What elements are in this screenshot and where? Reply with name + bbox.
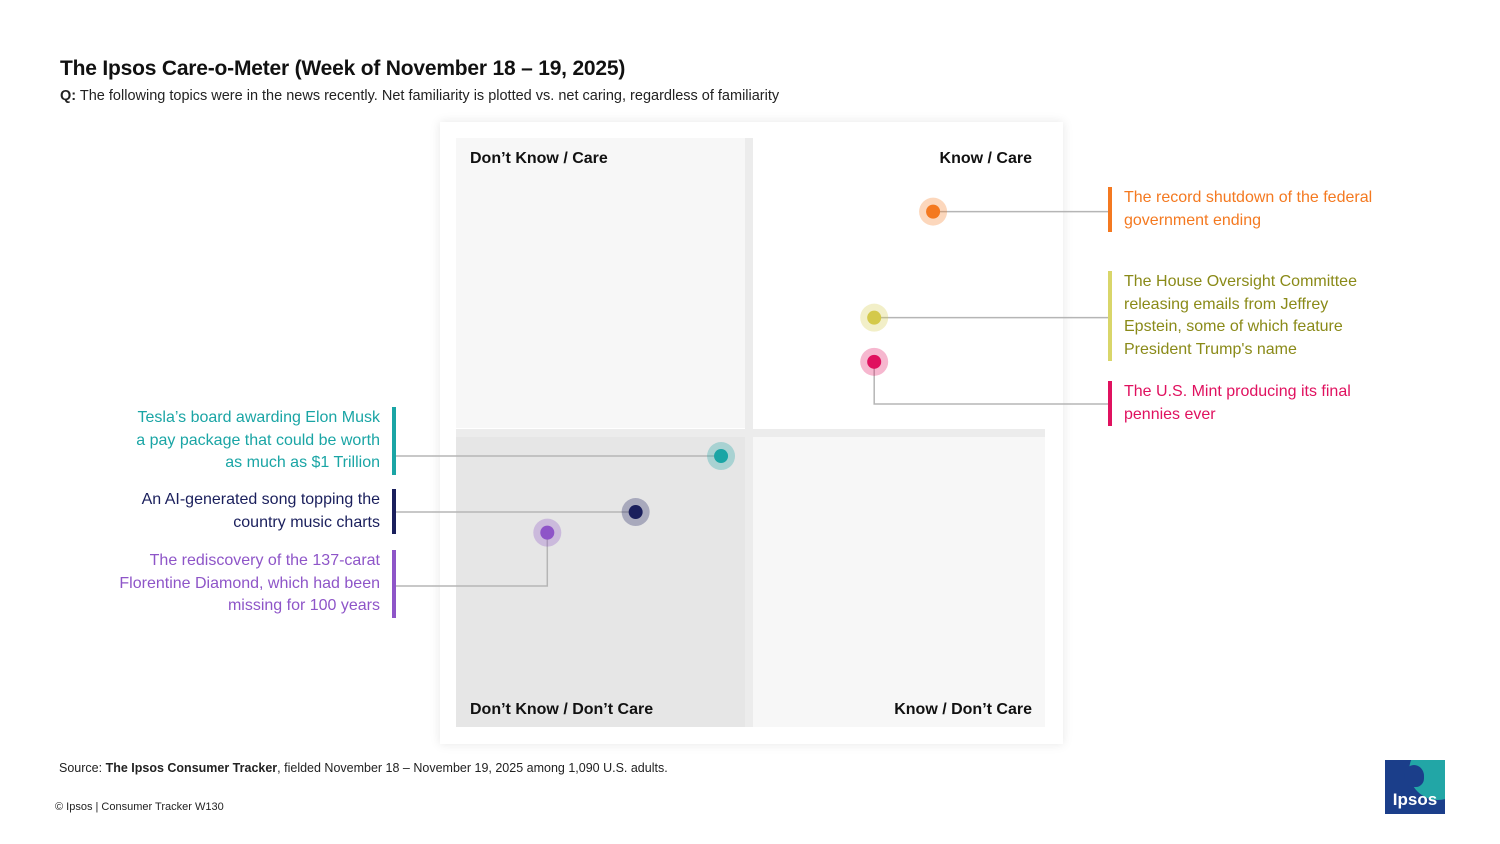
quadrant-label-top-left: Don’t Know / Care <box>470 150 608 167</box>
annotation-line: country music charts <box>233 513 380 531</box>
annotation-line: Epstein, some of which feature <box>1124 318 1343 335</box>
point-shutdown <box>926 204 941 219</box>
source-prefix: Source: <box>59 761 103 775</box>
chart-subtitle: Q: The following topics were in the news… <box>60 88 779 104</box>
point-pennies <box>867 354 882 369</box>
annotation-line: as much as $1 Trillion <box>225 454 380 471</box>
leader-line-pennies <box>873 361 1110 405</box>
annotation-line: The record shutdown of the federal <box>1124 189 1373 206</box>
logo-head-shape <box>1404 765 1424 787</box>
chart-title: The Ipsos Care-o-Meter (Week of November… <box>60 57 626 80</box>
question-label: Q: <box>60 88 77 104</box>
annotation-epstein: The House Oversight Committee releasing … <box>1108 271 1357 361</box>
point-epstein <box>867 310 882 325</box>
quadrant-dont-know-dont-care <box>456 437 745 727</box>
source-suffix: , fielded November 18 – November 19, 202… <box>277 761 668 775</box>
annotation-line: President Trump's name <box>1124 340 1297 358</box>
quadrant-label-bottom-left: Don’t Know / Don’t Care <box>470 701 654 718</box>
question-text: The following topics were in the news re… <box>79 88 780 104</box>
annotation-pennies: The U.S. Mint producing its final pennie… <box>1108 381 1351 426</box>
point-tesla <box>714 449 729 464</box>
quadrant-know-dont-care <box>753 437 1045 727</box>
horizontal-divider <box>456 429 1045 437</box>
copyright: © Ipsos | Consumer Tracker W130 <box>55 801 224 813</box>
point-ai-song <box>628 505 643 520</box>
annotation-line: An AI-generated song topping the <box>141 491 380 508</box>
annotation-line: missing for 100 years <box>227 597 380 614</box>
point-diamond <box>540 525 555 540</box>
annotation-shutdown: The record shutdown of the federal gover… <box>1108 187 1372 232</box>
annotation-line: releasing emails from Jeffrey <box>1124 295 1329 313</box>
annotation-diamond: The rediscovery of the 137-carat Florent… <box>119 550 396 618</box>
annotation-line: Tesla’s board awarding Elon Musk <box>137 409 381 426</box>
annotation-line: a pay package that could be worth <box>136 431 380 449</box>
annotation-tesla: Tesla’s board awarding Elon Musk a pay p… <box>136 407 396 475</box>
annotation-line: government ending <box>1124 211 1261 229</box>
quadrant-dont-know-care <box>456 138 745 428</box>
quadrant-know-care <box>753 138 1045 428</box>
source-note: Source: The Ipsos Consumer Tracker, fiel… <box>59 761 668 775</box>
quadrant-label-top-right: Know / Care <box>939 150 1032 167</box>
source-name: The Ipsos Consumer Tracker <box>105 761 278 775</box>
annotation-line: pennies ever <box>1124 405 1216 423</box>
annotation-line: The House Oversight Committee <box>1124 273 1357 290</box>
annotation-line: Florentine Diamond, which had been <box>119 574 380 592</box>
quadrant-label-bottom-right: Know / Don’t Care <box>894 701 1032 718</box>
logo-text: Ipsos <box>1392 790 1438 809</box>
annotation-line: The U.S. Mint producing its final <box>1124 383 1351 400</box>
annotation-ai-song: An AI-generated song topping the country… <box>142 489 396 534</box>
leader-line-diamond <box>393 532 549 587</box>
ipsos-logo: Ipsos <box>1385 760 1445 814</box>
annotation-line: The rediscovery of the 137-carat <box>149 552 380 569</box>
